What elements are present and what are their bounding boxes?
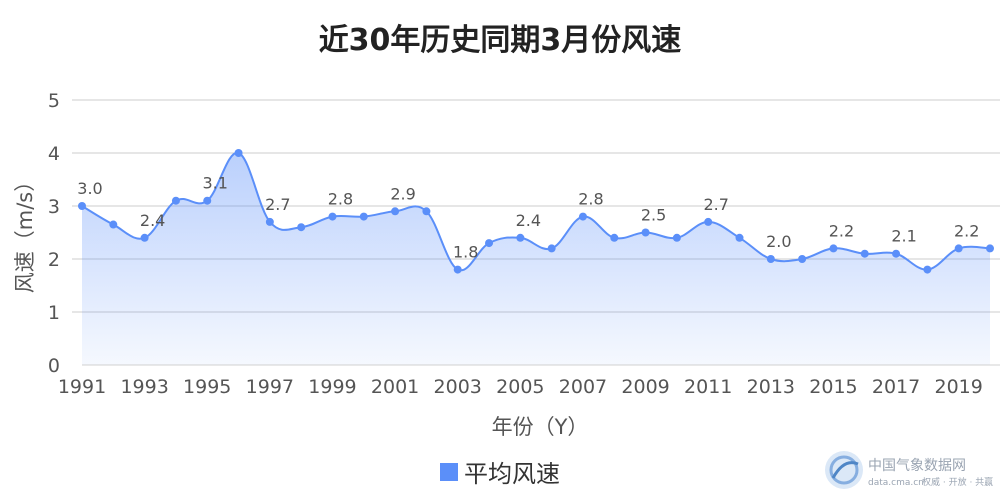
data-point-2012[interactable]	[735, 233, 744, 242]
data-label-2015: 2.2	[829, 221, 854, 240]
data-point-2005[interactable]	[516, 233, 525, 242]
y-axis-ticks: 0 1 2 3 4 5	[48, 90, 60, 377]
data-point-2011[interactable]	[704, 217, 713, 226]
data-label-2011: 2.7	[703, 195, 728, 214]
y-tick-label: 3	[48, 196, 60, 218]
data-point-2008[interactable]	[610, 233, 619, 242]
x-tick-label: 2005	[496, 376, 544, 398]
x-tick-label: 2011	[684, 376, 732, 398]
data-label-2005: 2.4	[516, 211, 541, 230]
data-point-1996[interactable]	[234, 149, 243, 157]
data-point-2000[interactable]	[359, 212, 368, 221]
data-label-2017: 2.1	[891, 227, 916, 246]
y-tick-label: 4	[48, 143, 60, 165]
x-tick-label: 1991	[58, 376, 106, 398]
data-label-2003: 1.8	[453, 243, 478, 262]
data-label-2001: 2.9	[390, 184, 415, 203]
data-point-2020[interactable]	[986, 244, 994, 253]
x-tick-label: 1999	[308, 376, 356, 398]
data-point-1995[interactable]	[203, 196, 212, 205]
data-point-1992[interactable]	[109, 220, 118, 229]
y-axis-title: 风速（m/s）	[13, 171, 37, 293]
data-point-1993[interactable]	[140, 233, 149, 242]
x-tick-label: 2009	[621, 376, 669, 398]
data-point-2014[interactable]	[798, 255, 807, 263]
x-tick-label: 2007	[559, 376, 607, 398]
data-point-2019[interactable]	[954, 244, 963, 253]
data-label-2007: 2.8	[578, 190, 603, 209]
y-tick-label: 2	[48, 249, 60, 271]
watermark: 中国气象数据网 data.cma.cn 权威 · 开放 · 共赢	[825, 451, 993, 489]
data-point-2013[interactable]	[766, 255, 775, 263]
data-point-2017[interactable]	[892, 249, 901, 258]
data-point-2003[interactable]	[453, 265, 462, 274]
data-point-2015[interactable]	[829, 244, 838, 253]
data-label-2019: 2.2	[954, 221, 979, 240]
y-tick-label: 1	[48, 302, 60, 324]
legend-swatch	[440, 463, 458, 481]
x-axis-ticks: 1991 1993 1995 1997 1999 2001 2003 2005 2007 2009…	[58, 376, 983, 398]
x-tick-label: 1995	[183, 376, 231, 398]
data-label-1995: 3.1	[203, 174, 228, 193]
data-point-2007[interactable]	[578, 212, 587, 221]
data-point-2002[interactable]	[422, 207, 431, 216]
data-labels: 3.0 2.4 3.1 2.7 2.8 2.9 1.8 2.4 2.8 2.5 2.7 2.0 2.2 2…	[77, 174, 979, 262]
chart-title: 近30年历史同期3月份风速	[319, 23, 682, 58]
data-label-1999: 2.8	[328, 190, 353, 209]
data-point-1994[interactable]	[171, 196, 180, 205]
cma-logo-icon	[825, 451, 863, 489]
data-point-2016[interactable]	[860, 249, 869, 258]
series-area	[82, 152, 990, 365]
data-point-1991[interactable]	[78, 202, 86, 210]
x-tick-label: 2003	[434, 376, 482, 398]
data-point-2001[interactable]	[391, 207, 400, 216]
y-tick-label: 5	[48, 90, 60, 112]
x-tick-label: 2017	[872, 376, 920, 398]
x-tick-label: 2013	[747, 376, 795, 398]
legend[interactable]: 平均风速	[440, 460, 560, 488]
x-tick-label: 1997	[246, 376, 294, 398]
data-point-1997[interactable]	[265, 217, 274, 226]
watermark-tagline: 权威 · 开放 · 共赢	[922, 476, 993, 488]
data-label-1997: 2.7	[265, 195, 290, 214]
data-point-2018[interactable]	[923, 265, 932, 274]
data-point-2009[interactable]	[641, 228, 650, 237]
data-label-1993: 2.4	[140, 211, 165, 230]
legend-label: 平均风速	[464, 460, 560, 488]
data-point-2006[interactable]	[547, 244, 556, 253]
watermark-url: data.cma.cn	[868, 478, 924, 488]
x-tick-label: 2001	[371, 376, 419, 398]
x-tick-label: 1993	[120, 376, 168, 398]
x-tick-label: 2015	[809, 376, 857, 398]
data-label-2013: 2.0	[766, 232, 791, 251]
watermark-brand: 中国气象数据网	[868, 458, 966, 474]
data-point-1999[interactable]	[328, 212, 337, 221]
x-axis-title: 年份（Y）	[492, 415, 589, 439]
data-label-2009: 2.5	[641, 206, 666, 225]
data-label-1991: 3.0	[77, 179, 102, 198]
data-point-1998[interactable]	[297, 223, 306, 232]
data-point-2004[interactable]	[485, 239, 494, 248]
data-points	[78, 149, 994, 274]
data-point-2010[interactable]	[672, 233, 681, 242]
x-tick-label: 2019	[935, 376, 983, 398]
y-tick-label: 0	[48, 355, 60, 377]
